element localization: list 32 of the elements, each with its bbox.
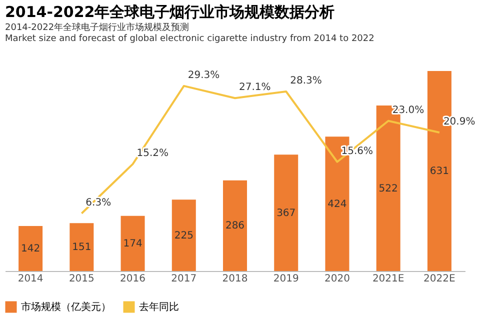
x-tick-label: 2021E <box>372 274 404 284</box>
data-label: 286 <box>225 220 245 232</box>
text: Market size and forecast of global electronic cigarette industry from 2014 to 2022 <box>5 34 374 44</box>
x-tick-label: 2017 <box>171 274 197 284</box>
bar <box>223 180 247 271</box>
text: 2014-2022年全球电子烟行业市场规模及预测 <box>5 23 190 33</box>
x-tick-label: 2018 <box>222 274 248 284</box>
bar <box>18 226 43 271</box>
legend-label: 市场规模（亿美元） <box>21 301 111 313</box>
bar <box>274 154 298 271</box>
data-label: 424 <box>328 198 347 210</box>
data-label: 522 <box>378 183 398 194</box>
data-label: 174 <box>123 238 142 250</box>
x-tick-label: 2015 <box>68 274 94 284</box>
data-label: 142 <box>21 243 40 254</box>
chart-title: 2014-2022年全球电子烟行业市场规模数据分析 <box>5 3 335 21</box>
data-label: 225 <box>174 230 194 242</box>
data-label: 27.1% <box>239 82 271 94</box>
data-label: 28.3% <box>290 75 322 86</box>
x-tick-label: 2016 <box>120 274 146 284</box>
bar <box>70 223 94 271</box>
x-tick-label: 2014 <box>18 274 44 284</box>
bar <box>120 216 145 271</box>
x-tick-label: 2020 <box>324 274 350 284</box>
data-label: 367 <box>276 208 296 219</box>
bar <box>172 200 196 271</box>
data-label: 631 <box>430 166 449 177</box>
legend-label: 去年同比 <box>139 301 179 313</box>
data-label: 151 <box>72 242 92 254</box>
x-tick-label: 2022E <box>424 274 456 284</box>
x-tick-label: 2019 <box>273 274 299 284</box>
data-label: 29.3% <box>188 70 220 81</box>
